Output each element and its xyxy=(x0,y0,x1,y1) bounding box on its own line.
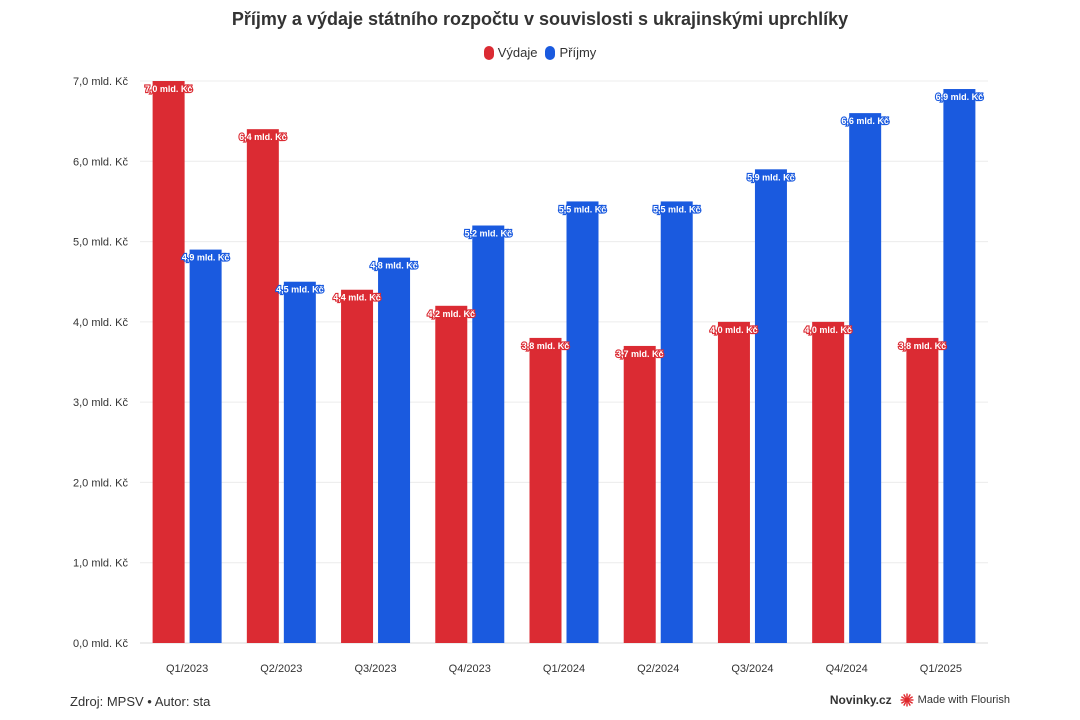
data-label-prijmy: 5,9 mld. Kč xyxy=(747,172,795,182)
data-label-vydaje: 4,2 mld. Kč xyxy=(428,309,476,319)
bar-prijmy xyxy=(283,281,316,643)
flourish-icon xyxy=(900,693,914,707)
footer-brand: Novinky.cz Made with Flourish xyxy=(830,693,1010,707)
x-tick-label: Q2/2024 xyxy=(637,663,679,675)
data-label-prijmy: 5,2 mld. Kč xyxy=(465,229,513,239)
y-tick-label: 6,0 mld. Kč xyxy=(73,156,129,168)
x-tick-label: Q1/2025 xyxy=(920,663,962,675)
bar-prijmy xyxy=(189,249,222,643)
data-label-prijmy: 6,9 mld. Kč xyxy=(936,92,984,102)
data-label-vydaje: 4,0 mld. Kč xyxy=(710,325,758,335)
bar-vydaje xyxy=(341,289,374,643)
x-tick-label: Q1/2023 xyxy=(166,663,208,675)
x-tick-label: Q3/2024 xyxy=(731,663,773,675)
data-label-prijmy: 6,6 mld. Kč xyxy=(841,116,889,126)
bar-vydaje xyxy=(717,321,750,643)
x-tick-label: Q4/2024 xyxy=(826,663,868,675)
legend: Výdaje Příjmy xyxy=(0,45,1080,60)
flourish-label: Made with Flourish xyxy=(917,694,1010,706)
data-label-vydaje: 7,0 mld. Kč xyxy=(145,84,193,94)
bar-prijmy xyxy=(754,169,787,644)
data-label-vydaje: 4,0 mld. Kč xyxy=(804,325,852,335)
data-label-vydaje: 6,4 mld. Kč xyxy=(239,132,287,142)
x-tick-label: Q1/2024 xyxy=(543,663,585,675)
source-credit: Zdroj: MPSV • Autor: sta xyxy=(70,694,211,709)
legend-item-vydaje[interactable]: Výdaje xyxy=(483,45,538,60)
data-label-prijmy: 4,8 mld. Kč xyxy=(370,261,418,271)
y-tick-label: 5,0 mld. Kč xyxy=(73,237,129,249)
bar-prijmy xyxy=(472,225,505,643)
bar-prijmy xyxy=(943,89,976,644)
data-label-vydaje: 3,8 mld. Kč xyxy=(899,341,947,351)
x-tick-label: Q2/2023 xyxy=(260,663,302,675)
data-label-prijmy: 5,5 mld. Kč xyxy=(653,204,701,214)
legend-swatch-prijmy xyxy=(545,45,556,60)
bar-vydaje xyxy=(529,337,562,643)
y-tick-label: 4,0 mld. Kč xyxy=(73,317,129,329)
y-tick-label: 3,0 mld. Kč xyxy=(73,397,129,409)
data-label-vydaje: 4,4 mld. Kč xyxy=(333,293,381,303)
bar-vydaje xyxy=(812,321,845,643)
y-tick-label: 0,0 mld. Kč xyxy=(73,638,129,650)
bar-prijmy xyxy=(378,257,411,643)
bar-prijmy xyxy=(849,113,882,644)
bar-vydaje xyxy=(623,345,656,643)
flourish-credit[interactable]: Made with Flourish xyxy=(900,693,1010,707)
y-tick-label: 1,0 mld. Kč xyxy=(73,558,129,570)
data-label-prijmy: 5,5 mld. Kč xyxy=(559,204,607,214)
legend-item-prijmy[interactable]: Příjmy xyxy=(545,45,596,60)
bar-vydaje xyxy=(152,81,185,643)
x-tick-label: Q4/2023 xyxy=(449,663,491,675)
bar-prijmy xyxy=(660,201,693,643)
bar-vydaje xyxy=(906,337,939,643)
legend-swatch-vydaje xyxy=(483,45,494,60)
y-tick-label: 2,0 mld. Kč xyxy=(73,477,129,489)
legend-label-vydaje: Výdaje xyxy=(497,45,538,60)
bar-vydaje xyxy=(246,129,279,643)
bar-vydaje xyxy=(435,305,468,643)
data-label-vydaje: 3,8 mld. Kč xyxy=(522,341,570,351)
data-label-vydaje: 3,7 mld. Kč xyxy=(616,349,664,359)
chart-title: Příjmy a výdaje státního rozpočtu v souv… xyxy=(231,9,849,29)
brand-logo[interactable]: Novinky.cz xyxy=(829,693,892,707)
x-tick-label: Q3/2023 xyxy=(354,663,396,675)
data-label-prijmy: 4,9 mld. Kč xyxy=(182,253,230,263)
y-tick-label: 7,0 mld. Kč xyxy=(73,76,129,88)
data-label-prijmy: 4,5 mld. Kč xyxy=(276,285,324,295)
legend-label-prijmy: Příjmy xyxy=(559,45,597,60)
bar-prijmy xyxy=(566,201,599,643)
